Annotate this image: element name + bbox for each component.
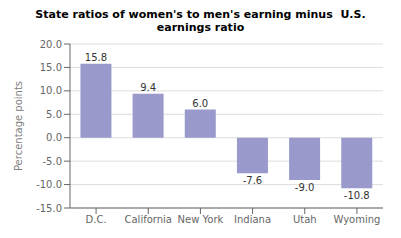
svg-text:10.0: 10.0	[40, 85, 62, 96]
svg-text:-7.6: -7.6	[243, 175, 263, 186]
html-text:earnings ratio: earnings ratio	[156, 21, 245, 34]
svg-text:-9.0: -9.0	[295, 182, 315, 193]
svg-text:-10.0: -10.0	[36, 179, 62, 190]
svg-text:Wyoming: Wyoming	[333, 214, 380, 225]
svg-text:New York: New York	[178, 214, 224, 225]
svg-text:Utah: Utah	[293, 214, 317, 225]
svg-text:20.0: 20.0	[40, 39, 62, 50]
svg-text:5.0: 5.0	[46, 109, 62, 120]
svg-text:D.C.: D.C.	[86, 214, 107, 225]
svg-text:15.0: 15.0	[40, 62, 62, 73]
svg-text:9.4: 9.4	[140, 82, 156, 93]
svg-text:-10.8: -10.8	[344, 190, 370, 201]
svg-text:California: California	[125, 214, 173, 225]
svg-text:6.0: 6.0	[192, 98, 208, 109]
svg-text:15.8: 15.8	[85, 52, 107, 63]
svg-text:-15.0: -15.0	[36, 203, 62, 214]
svg-text:Indiana: Indiana	[234, 214, 271, 225]
svg-text:0.0: 0.0	[46, 132, 62, 143]
html-text:State ratios of women's to men: State ratios of women's to men's earning…	[35, 8, 366, 21]
svg-text:Percentage points: Percentage points	[13, 81, 24, 171]
svg-text:-5.0: -5.0	[42, 156, 62, 167]
